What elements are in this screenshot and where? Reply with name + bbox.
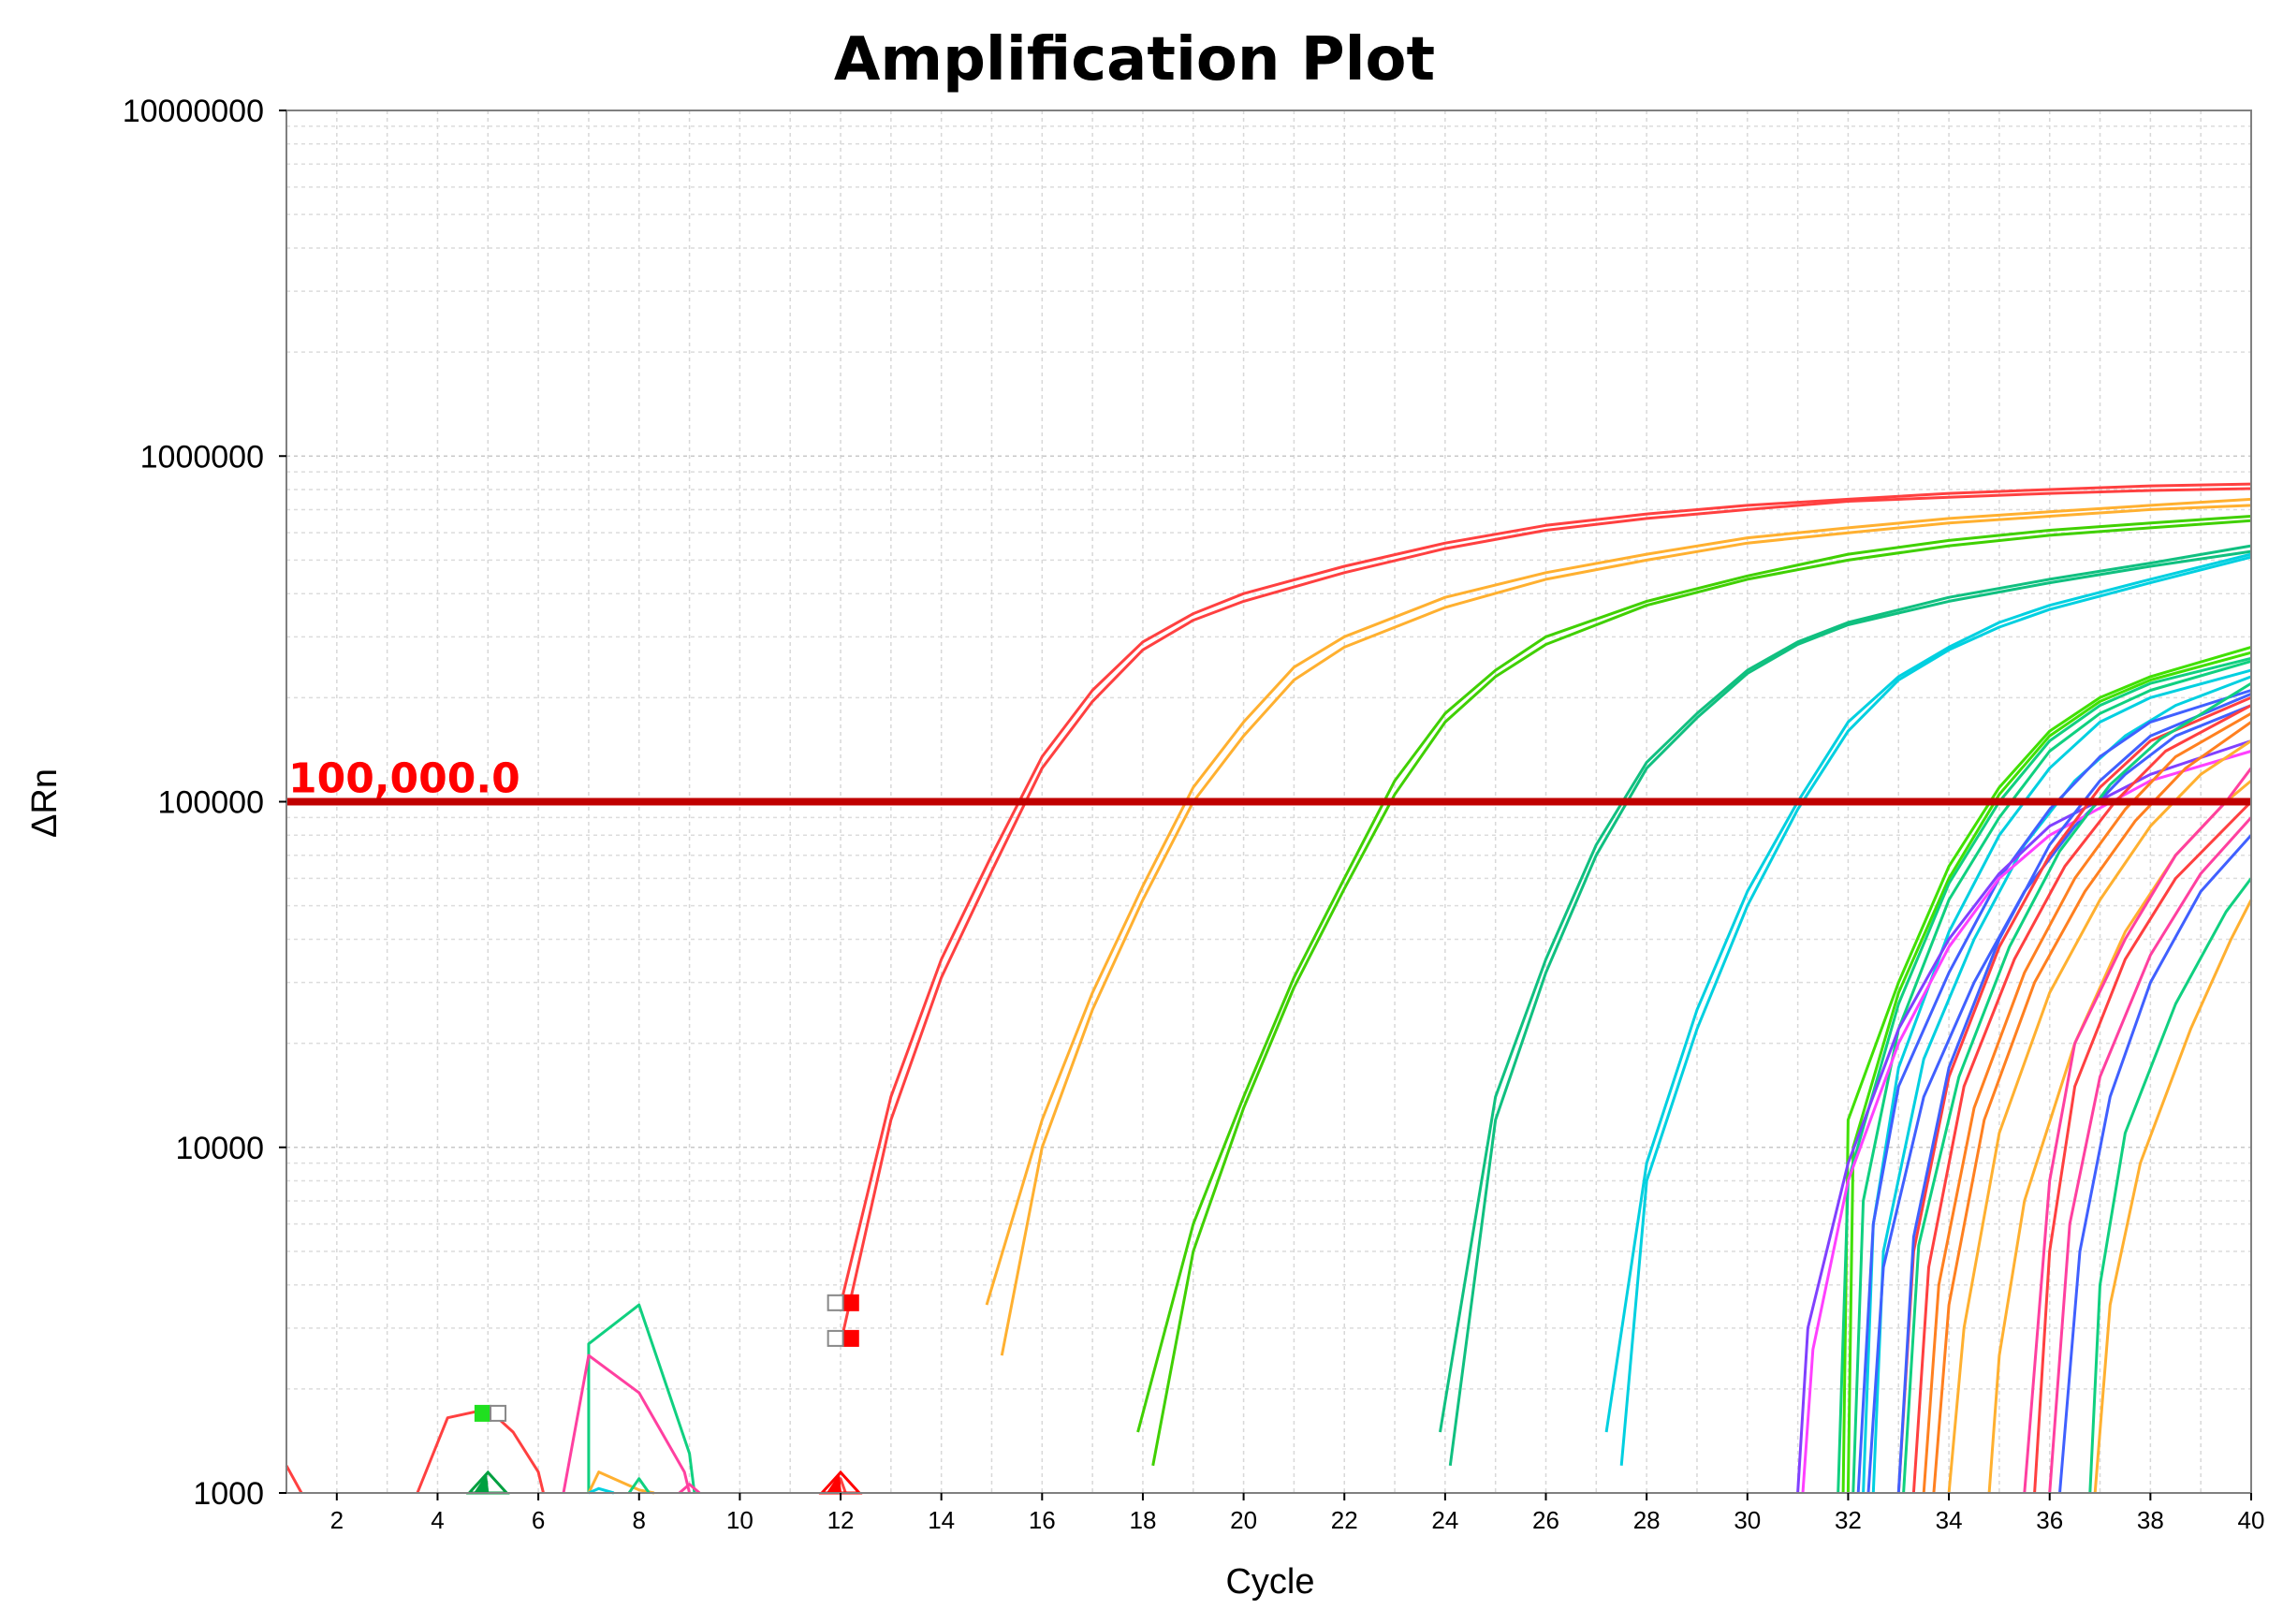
x-tick-label: 34 [1936,1506,1963,1534]
threshold-label: 100,000.0 [288,755,520,803]
x-tick-label: 10 [726,1506,754,1534]
series-line-33 [1932,721,2252,1494]
series-line-37 [2048,816,2253,1494]
y-tick-label: 100000 [158,785,264,821]
curve-point-marker [841,1329,859,1347]
series-line-18 [678,1483,701,1495]
series-line-10 [1619,555,2252,1466]
series-line-41 [2033,800,2253,1494]
x-tick-label: 28 [1633,1506,1661,1534]
x-tick-label: 16 [1029,1506,1056,1534]
y-tick-label: 1000000 [140,439,264,475]
series-line-40 [2093,899,2253,1494]
series-line-32 [1922,711,2252,1494]
series-line-38 [2058,834,2253,1494]
series-line-34 [1947,739,2252,1494]
marker-layer [465,1294,863,1495]
chart-title: Amplification Plot [834,25,1435,95]
series-line-23 [1851,659,2252,1494]
x-tick-label: 6 [532,1506,545,1534]
y-tick-label: 1000 [193,1476,264,1512]
series-layer [285,482,2253,1495]
series-line-30 [1896,695,2252,1494]
series-line-6 [1151,519,2252,1467]
series-line-7 [1439,544,2252,1433]
x-tick-label: 18 [1129,1506,1156,1534]
series-line-21 [1846,651,2252,1494]
threshold-layer: 100,000.0 [286,755,2251,806]
y-axis-label: ΔRn [25,768,65,838]
series-line-1 [839,482,2252,1306]
x-tick-label: 38 [2137,1506,2164,1534]
series-line-22 [1837,656,2252,1494]
curve-point-marker [841,1294,859,1311]
series-line-31 [1911,704,2252,1494]
x-tick-label: 24 [1431,1506,1458,1534]
series-line-42 [1896,693,2252,1494]
x-tick-label: 8 [633,1506,646,1534]
series-line-17 [627,1477,651,1494]
x-tick-label: 20 [1230,1506,1257,1534]
series-line-39 [2088,877,2253,1494]
curve-point-marker [827,1294,844,1311]
series-line-28 [1796,739,2252,1494]
x-tick-label: 22 [1331,1506,1358,1534]
x-tick-label: 4 [431,1506,444,1534]
y-tick-label: 10000 [175,1131,264,1166]
x-tick-label: 40 [2238,1506,2265,1534]
x-tick-label: 32 [1835,1506,1862,1534]
series-line-16 [588,1486,615,1495]
series-line-29 [1801,750,2252,1494]
series-line-3 [985,497,2252,1306]
curve-point-marker [827,1329,844,1347]
axis-ticks: 2 4 6 8 10 12 14 16 18 20 22 24 26 28 30 32 34 36 38 401000… [123,94,2265,1534]
series-line-5 [1136,515,2252,1433]
curve-point-marker [474,1404,491,1422]
series-line-8 [1448,549,2252,1466]
series-line-2 [839,487,2252,1345]
x-tick-label: 14 [928,1506,955,1534]
series-line-11 [285,1465,303,1494]
series-line-43 [1902,681,2252,1494]
y-tick-label: 10000000 [123,94,264,129]
series-line-14 [562,1353,692,1494]
series-line-9 [1604,552,2252,1433]
curve-point-marker [490,1404,507,1422]
series-line-20 [1841,645,2252,1494]
x-tick-label: 36 [2036,1506,2063,1534]
x-tick-label: 2 [330,1506,344,1534]
series-line-4 [1000,504,2252,1356]
x-axis-label: Cycle [1225,1562,1314,1602]
series-line-13 [587,1303,696,1494]
x-tick-label: 26 [1532,1506,1559,1534]
x-tick-label: 12 [827,1506,855,1534]
x-tick-label: 30 [1734,1506,1761,1534]
